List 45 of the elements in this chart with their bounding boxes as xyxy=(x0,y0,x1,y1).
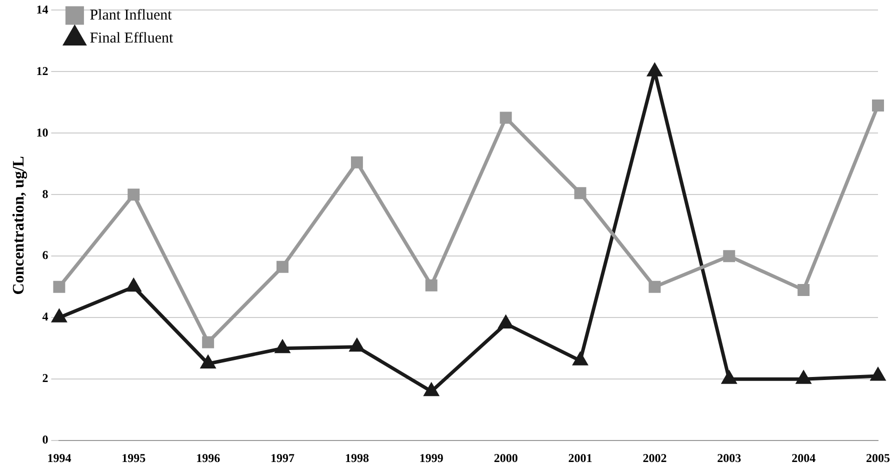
legend-label: Plant Influent xyxy=(90,7,173,24)
point xyxy=(201,356,216,368)
x-tick-label: 1995 xyxy=(122,450,146,465)
x-tick-label: 1996 xyxy=(196,450,220,465)
point xyxy=(723,250,736,262)
y-tick-label: 8 xyxy=(42,186,48,201)
point xyxy=(796,371,811,384)
y-tick-label: 12 xyxy=(36,64,48,78)
y-tick-label: 4 xyxy=(42,310,48,324)
y-tick-label: 14 xyxy=(36,2,48,16)
legend-label: Final Effluent xyxy=(90,30,174,46)
point xyxy=(425,279,438,292)
point xyxy=(500,112,512,124)
point xyxy=(648,280,661,293)
x-tick-label: 2004 xyxy=(792,450,816,465)
x-tick-label: 1999 xyxy=(419,450,444,465)
point xyxy=(573,352,588,366)
x-tick-label: 1994 xyxy=(47,450,72,465)
point xyxy=(871,368,885,381)
y-tick-label: 2 xyxy=(42,371,48,386)
point xyxy=(53,280,66,293)
point xyxy=(574,187,586,200)
point xyxy=(128,188,140,201)
x-tick-label: 2005 xyxy=(866,450,890,465)
point xyxy=(722,371,736,384)
point xyxy=(276,340,290,354)
y-tick-label: 10 xyxy=(36,125,48,140)
y-axis-title: Concentration, ug/L xyxy=(10,156,28,295)
y-tick-label: 0 xyxy=(42,432,48,447)
point xyxy=(872,100,884,112)
point xyxy=(350,156,363,168)
y-tick-label: 6 xyxy=(42,248,48,262)
point xyxy=(424,384,438,396)
point xyxy=(126,279,141,292)
x-tick-label: 2000 xyxy=(494,450,518,465)
point xyxy=(498,316,513,329)
x-tick-label: 2003 xyxy=(717,450,742,465)
point xyxy=(798,284,810,296)
point xyxy=(350,339,364,352)
point xyxy=(276,260,288,273)
point xyxy=(202,336,214,348)
x-tick-label: 1998 xyxy=(344,450,369,465)
x-tick-label: 1997 xyxy=(270,450,295,465)
x-tick-label: 2001 xyxy=(568,450,592,465)
x-tick-label: 2002 xyxy=(642,450,667,465)
